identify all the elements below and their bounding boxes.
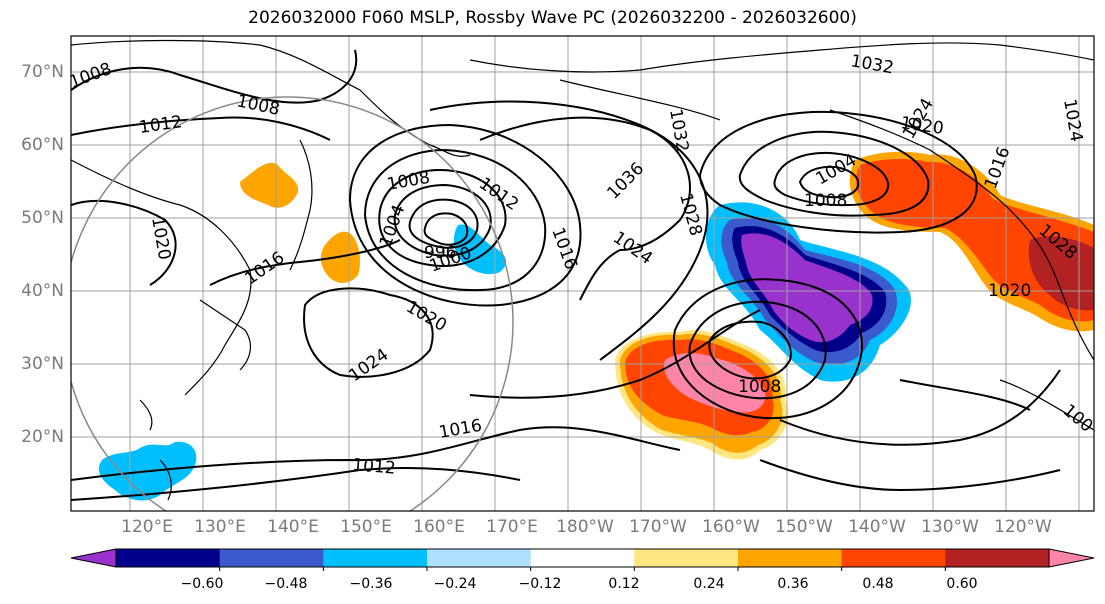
colorbar-tick: 0.12 — [608, 576, 640, 592]
lon-label: 170°W — [629, 517, 687, 537]
colorbar-segment — [841, 549, 946, 567]
colorbar-segment — [945, 549, 1050, 567]
colorbar-extend-high — [1048, 548, 1095, 568]
coastlines — [71, 39, 1094, 501]
colorbar — [70, 548, 1095, 571]
contour-label: 1020 — [988, 281, 1031, 301]
colorbar-tick: 0.60 — [946, 576, 978, 592]
colorbar-segment — [116, 549, 221, 567]
map-frame — [70, 35, 1095, 512]
colorbar-segment — [427, 549, 532, 567]
lat-label: 20°N — [21, 427, 64, 447]
lon-label: 150°W — [775, 517, 833, 537]
lon-label: 180°W — [556, 517, 614, 537]
lon-label: 130°W — [921, 517, 979, 537]
lat-label: 30°N — [21, 354, 64, 374]
map-title: 2026032000 F060 MSLP, Rossby Wave PC (20… — [248, 8, 857, 28]
contour-label: 1012 — [352, 455, 397, 479]
lon-label: 140°E — [267, 517, 319, 537]
colorbar-tick: −0.60 — [180, 576, 224, 592]
lon-label: 170°E — [486, 517, 538, 537]
lon-label: 130°E — [194, 517, 246, 537]
colorbar-segment — [738, 549, 843, 567]
colorbar-tick: −0.36 — [349, 576, 393, 592]
anomaly-positive-northeast — [849, 151, 1094, 332]
contour-label: 996 — [424, 243, 456, 263]
region-circle — [71, 96, 514, 511]
lat-label: 70°N — [21, 62, 64, 82]
colorbar-tick: −0.24 — [433, 576, 477, 592]
graticule — [71, 36, 1094, 511]
mslp-contours — [71, 49, 1061, 501]
lon-label: 140°W — [848, 517, 906, 537]
colorbar-tick: −0.48 — [264, 576, 308, 592]
colorbar-tick: 0.48 — [862, 576, 894, 592]
colorbar-tick: −0.12 — [518, 576, 562, 592]
lon-label: 120°E — [121, 517, 173, 537]
lon-label: 150°E — [340, 517, 392, 537]
colorbar-tick: 0.24 — [693, 576, 725, 592]
contour-label: 1008 — [738, 377, 781, 397]
colorbar-extend-low — [70, 548, 117, 568]
colorbar-segment — [634, 549, 739, 567]
lon-label: 120°W — [994, 517, 1052, 537]
colorbar-segment — [530, 549, 635, 567]
colorbar-segment — [219, 549, 324, 567]
colorbar-tick: 0.36 — [777, 576, 809, 592]
lon-label: 160°W — [702, 517, 760, 537]
colorbar-segment — [323, 549, 428, 567]
contour-label: 1008 — [804, 191, 847, 211]
lat-label: 50°N — [21, 208, 64, 228]
lat-label: 40°N — [21, 281, 64, 301]
lon-label: 160°E — [413, 517, 465, 537]
lat-label: 60°N — [21, 135, 64, 155]
colorbar-frame — [115, 548, 1050, 568]
